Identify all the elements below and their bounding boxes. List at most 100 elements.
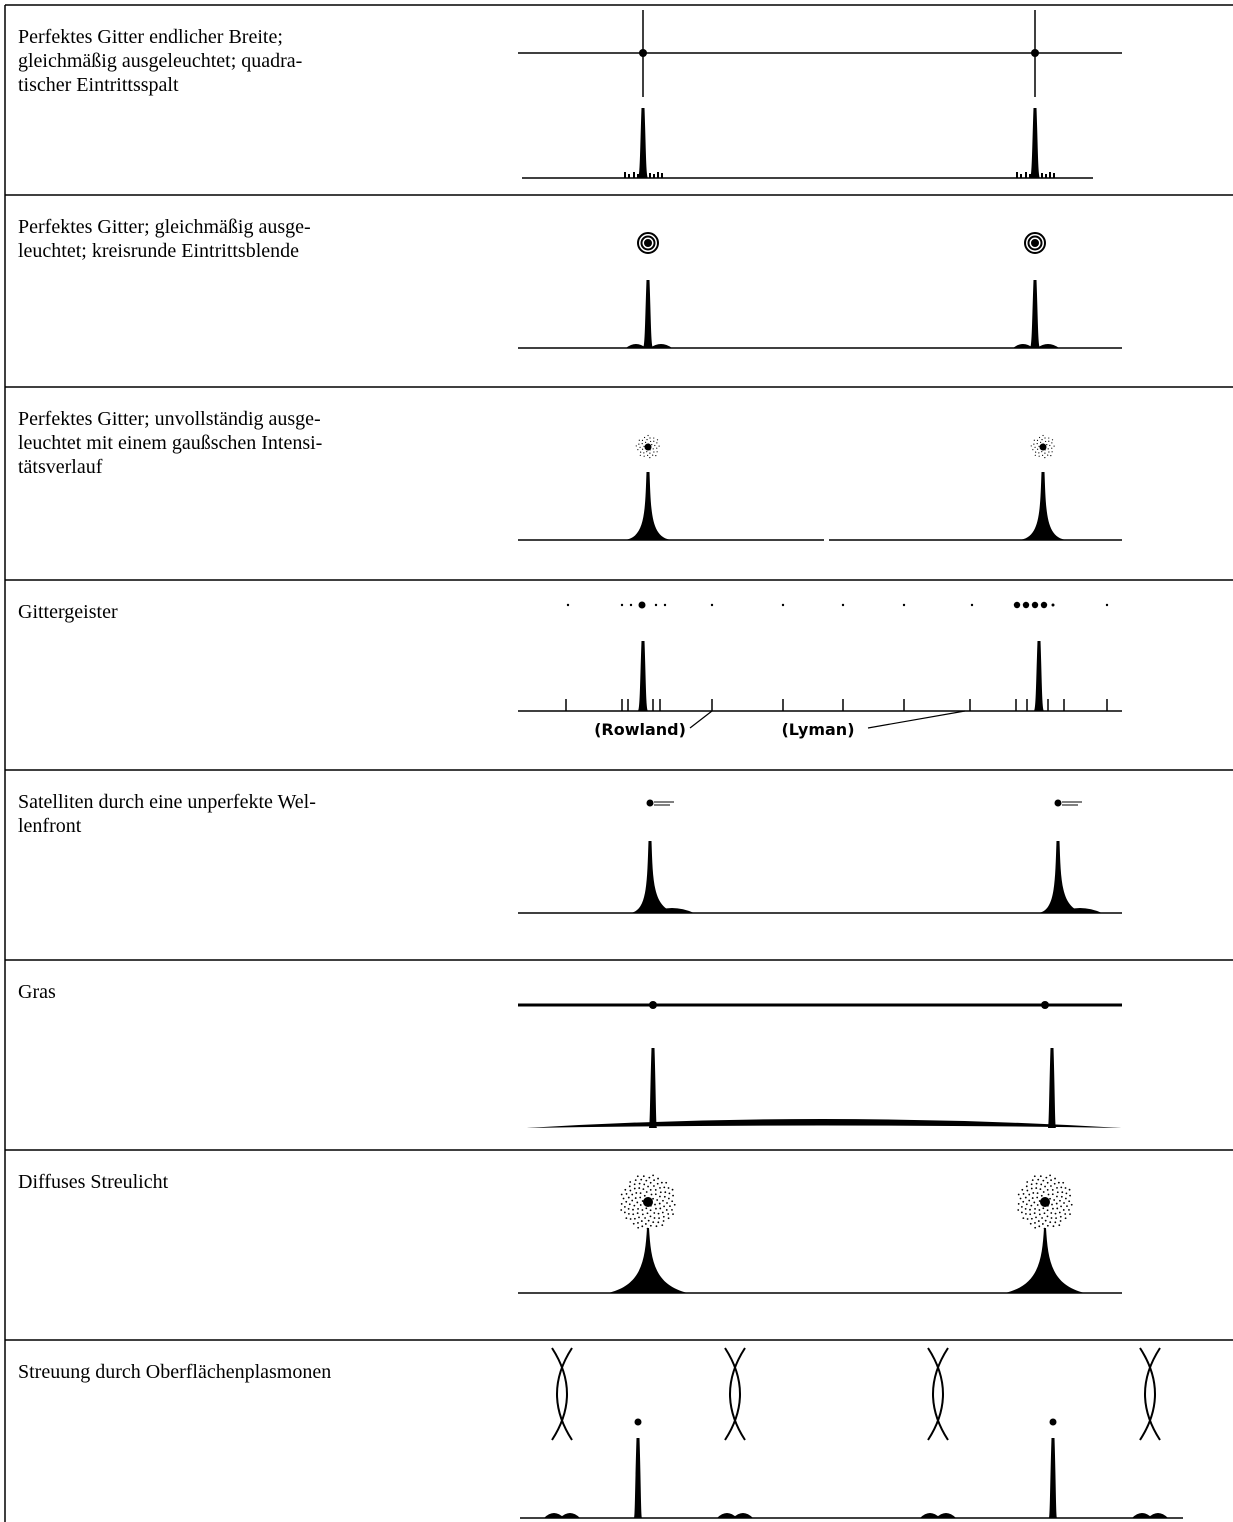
- speckle: [664, 1191, 667, 1194]
- spot: [634, 1418, 642, 1426]
- speckle: [643, 1194, 646, 1197]
- speckle: [1036, 1192, 1039, 1195]
- description-line: leuchtet mit einem gaußschen Intensi-: [18, 432, 323, 454]
- speckle: [1050, 1217, 1053, 1219]
- annotation-label: (Rowland): [594, 720, 686, 739]
- speckle: [655, 1225, 658, 1228]
- spot: [1039, 443, 1047, 451]
- spot: [638, 601, 646, 609]
- spot: [639, 49, 647, 57]
- speckle: [1028, 1199, 1031, 1202]
- speckle: [668, 1192, 671, 1195]
- speckle: [1064, 1197, 1067, 1200]
- spot: [1051, 603, 1055, 607]
- speckle: [650, 1193, 653, 1196]
- speckle: [622, 1197, 625, 1200]
- speckle: [638, 443, 640, 445]
- speckle: [1041, 1223, 1044, 1225]
- speckle: [656, 439, 659, 441]
- speckle: [643, 436, 646, 439]
- speckle: [1069, 1213, 1071, 1216]
- speckle: [1020, 1205, 1023, 1208]
- speckle: [1033, 443, 1035, 445]
- speckle: [654, 1203, 656, 1206]
- speckle: [1038, 436, 1041, 439]
- speckle: [1032, 1192, 1035, 1194]
- speckle: [662, 1215, 665, 1218]
- speckle: [1051, 439, 1054, 441]
- speckle: [1058, 1224, 1061, 1227]
- speckle: [665, 1181, 668, 1184]
- speckle: [654, 444, 656, 447]
- speckle: [1050, 455, 1052, 457]
- speckle: [1060, 1195, 1063, 1198]
- speckle: [649, 1215, 652, 1218]
- spot: [1031, 49, 1039, 57]
- grass-base: [526, 1119, 1122, 1128]
- speckle: [1022, 1193, 1025, 1195]
- speckle: [1056, 1207, 1059, 1210]
- speckle: [632, 1213, 635, 1216]
- speckle: [663, 1186, 666, 1189]
- speckle: [1035, 1187, 1038, 1189]
- speckle: [1036, 439, 1039, 442]
- speckle: [1034, 454, 1036, 456]
- spot: [1013, 601, 1021, 609]
- row-description: Satelliten durch eine unperfekte Wel-len…: [18, 790, 316, 838]
- speckle: [655, 1207, 657, 1210]
- speckle: [1048, 437, 1050, 439]
- bump: [920, 1513, 940, 1518]
- spot: [1040, 601, 1048, 609]
- speckle: [1034, 1226, 1037, 1229]
- speckle: [1055, 1217, 1057, 1219]
- spot: [644, 443, 652, 451]
- speckle: [632, 1208, 634, 1211]
- description-line: Perfektes Gitter endlicher Breite;: [18, 26, 283, 48]
- speckle: [641, 1209, 644, 1211]
- speckle: [646, 451, 648, 453]
- speckle: [658, 445, 660, 447]
- speckle: [662, 1220, 665, 1222]
- crossing-arcs: [551, 1347, 573, 1441]
- graph-line: [689, 710, 713, 729]
- speckle: [641, 1213, 644, 1216]
- ring: [1027, 235, 1043, 251]
- speckle: [650, 440, 652, 443]
- speckle: [1020, 1211, 1023, 1214]
- description-line: Diffuses Streulicht: [18, 1171, 169, 1193]
- speckle: [643, 452, 645, 454]
- speckle: [645, 1191, 648, 1193]
- speckle: [1030, 445, 1032, 447]
- speckle: [638, 439, 640, 441]
- speckle: [645, 441, 647, 443]
- speckle: [1024, 1196, 1027, 1199]
- speckle: [627, 1212, 630, 1215]
- speckle: [1044, 437, 1046, 439]
- speckle: [1039, 1175, 1042, 1178]
- speckle: [1026, 1189, 1029, 1192]
- speckle: [1057, 1181, 1060, 1184]
- speckle: [1051, 1203, 1053, 1206]
- speckle: [1060, 1205, 1062, 1208]
- speckle: [1051, 451, 1053, 453]
- bump: [1037, 344, 1059, 348]
- row-description: Gras: [18, 980, 56, 1004]
- speckle: [1031, 1179, 1034, 1181]
- description-line: Perfektes Gitter; gleichmäßig ausge-: [18, 216, 311, 238]
- speckle: [1061, 1191, 1064, 1194]
- speckle: [638, 1187, 641, 1189]
- speckle: [1034, 1208, 1036, 1210]
- speckle: [1038, 1213, 1041, 1216]
- speckle: [633, 1187, 636, 1190]
- speckle: [659, 1207, 662, 1210]
- speckle: [643, 455, 645, 457]
- speckle: [667, 1217, 670, 1220]
- bump: [717, 1513, 737, 1518]
- speckle: [639, 446, 641, 448]
- speckle: [641, 439, 644, 442]
- speckle: [641, 448, 644, 450]
- bump: [560, 1513, 580, 1518]
- speckle: [624, 1188, 627, 1191]
- speckle: [640, 451, 642, 453]
- speckle: [1064, 1187, 1067, 1189]
